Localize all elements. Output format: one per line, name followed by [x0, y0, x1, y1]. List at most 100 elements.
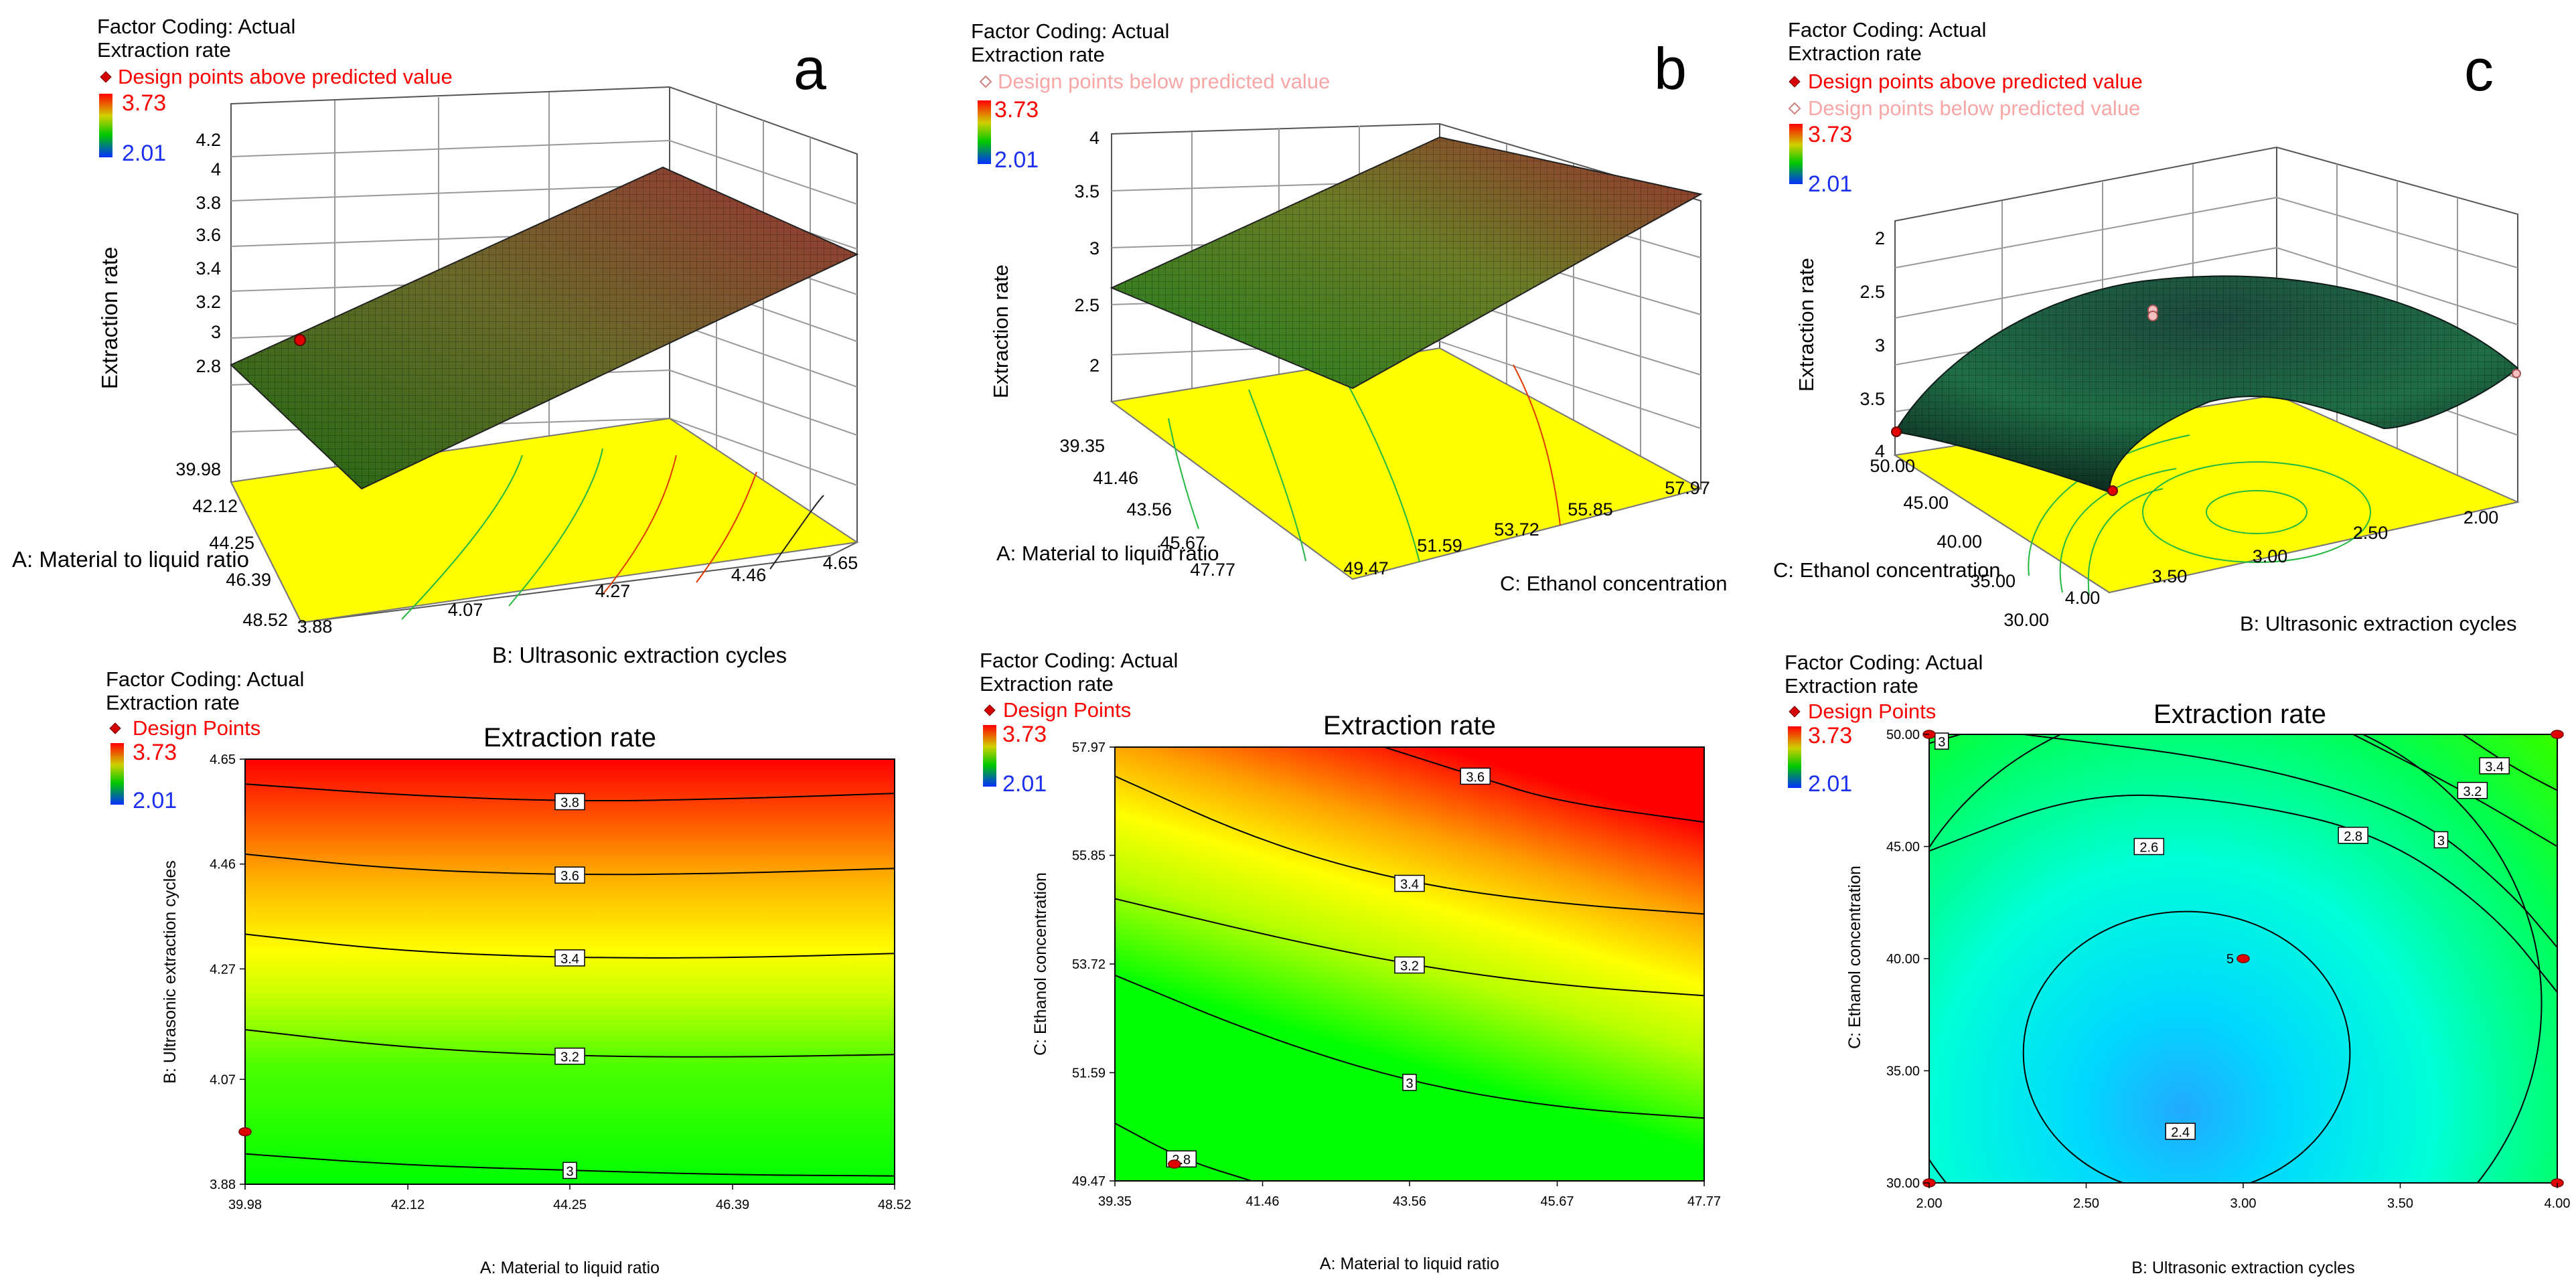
panel-e-scale-min: 2.01	[1002, 771, 1047, 797]
svg-text:4: 4	[1875, 441, 1885, 461]
svg-text:4.07: 4.07	[448, 600, 483, 620]
x-tick-label: 47.77	[1687, 1194, 1721, 1209]
panel-e-xlabel: A: Material to liquid ratio	[1320, 1255, 1499, 1273]
svg-text:41.46: 41.46	[1093, 468, 1138, 488]
contour-label: 2.6	[2139, 841, 2158, 856]
y-tick-label: 3.88	[210, 1178, 236, 1192]
contour-label: 2.8	[2344, 829, 2362, 844]
contour-label-box	[2479, 757, 2510, 775]
contour-label: 3.2	[1400, 959, 1419, 974]
contour-line	[2023, 734, 2557, 948]
legend-diamond-red-icon	[109, 722, 121, 734]
panel-d-color-scale	[110, 743, 124, 805]
legend-diamond-red-icon	[984, 704, 996, 716]
panel-b-z-ticks: 2 2.5 3 3.5 4	[1074, 128, 1100, 376]
legend-diamond-pink-icon	[1788, 102, 1801, 115]
panel-f-ticks: 2.00 2.50 3.00 3.50 4.00 30.00 35.00 40.00 45.00…	[1886, 728, 2571, 1211]
panel-e-marks	[1115, 747, 1704, 1181]
panel-f-title: Extraction rate	[2153, 700, 2326, 729]
panel-c-design-point	[2107, 485, 2118, 496]
panel-c-axis2-label: B: Ultrasonic extraction cycles	[2240, 612, 2516, 635]
panel-f-xlabel: B: Ultrasonic extraction cycles	[2131, 1259, 2354, 1277]
panel-b: Factor Coding: Actual Extraction rate De…	[971, 19, 1728, 595]
panel-a-color-scale	[99, 94, 112, 157]
svg-text:2.50: 2.50	[2353, 523, 2389, 543]
panel-c-header-1: Factor Coding: Actual	[1788, 18, 1986, 42]
contour-line	[1384, 747, 1704, 823]
x-tick-label: 2.00	[1916, 1196, 1943, 1211]
contour-line	[1115, 974, 1704, 1119]
contour-label: 3.4	[560, 952, 579, 967]
contour-line	[1115, 1122, 1252, 1181]
panel-c-scale-min: 2.01	[1808, 171, 1852, 197]
panel-a-axis1-ticks: 39.98 42.12 44.25 46.39 48.52	[175, 459, 288, 630]
panel-a-design-point	[294, 334, 306, 346]
contour-label-box	[1394, 874, 1425, 892]
design-point	[2237, 954, 2250, 963]
contour-label-box	[1402, 1074, 1417, 1091]
x-tick-label: 4.00	[2545, 1196, 2571, 1211]
contour-label: 3.6	[1466, 770, 1485, 785]
x-tick-label: 41.46	[1245, 1194, 1279, 1209]
panel-c-axis2-ticks: 4.00 3.50 3.00 2.50 2.00	[2065, 507, 2499, 608]
y-tick-label: 30.00	[1886, 1176, 1920, 1191]
panel-d-legend-text: Design Points	[133, 716, 260, 740]
y-tick-label: 4.65	[210, 752, 236, 767]
contour-line	[1115, 775, 1704, 915]
panel-d-ylabel: B: Ultrasonic extraction cycles	[161, 860, 179, 1083]
panel-f-header-1: Factor Coding: Actual	[1785, 651, 1983, 674]
y-tick-label: 40.00	[1886, 952, 1920, 967]
svg-text:43.56: 43.56	[1126, 499, 1172, 519]
contour-label: 3	[2437, 833, 2445, 848]
x-tick-label: 3.50	[2387, 1196, 2413, 1211]
svg-text:2: 2	[1089, 355, 1100, 376]
panel-a-axis2-ticks: 3.88 4.07 4.27 4.46 4.65	[297, 553, 858, 637]
panel-b-z-label: Extraction rate	[989, 264, 1012, 398]
panel-c-legend-text-2: Design points below predicted value	[1808, 96, 2140, 120]
panel-b-color-scale	[978, 100, 991, 164]
panel-e-color-scale	[983, 725, 996, 787]
contour-label: 3.4	[2485, 760, 2504, 775]
y-tick-label: 4.07	[210, 1072, 236, 1087]
svg-text:2.5: 2.5	[1074, 295, 1100, 315]
panel-a-z-label: Extraction rate	[97, 247, 122, 390]
panel-b-letter: b	[1654, 35, 1687, 102]
panel-b-legend-text: Design points below predicted value	[998, 70, 1330, 93]
svg-text:45.67: 45.67	[1160, 533, 1205, 553]
panel-e-ticks: 39.35 41.46 43.56 45.67 47.77 49.47 51.59 53.72…	[1072, 740, 1721, 1209]
design-point	[238, 1127, 252, 1137]
svg-text:4.65: 4.65	[823, 553, 858, 573]
y-tick-label: 45.00	[1886, 840, 1920, 855]
panel-c-design-point	[2147, 311, 2158, 321]
panel-d-ticks: 39.98 42.12 44.25 46.39 48.52 3.88 4.07 4.27 4.4…	[210, 752, 911, 1212]
svg-text:2: 2	[1875, 228, 1885, 248]
panel-c-floor-contours	[2028, 434, 2371, 596]
contour-line	[1929, 794, 2557, 993]
contour-label: 3	[1406, 1076, 1413, 1091]
contour-line	[245, 853, 895, 876]
panel-f-scale-min: 2.01	[1808, 771, 1852, 797]
x-tick-label: 44.25	[553, 1198, 587, 1212]
y-tick-label: 50.00	[1886, 728, 1920, 742]
svg-text:55.85: 55.85	[1568, 499, 1613, 519]
panel-c: Factor Coding: Actual Extraction rate De…	[1773, 18, 2521, 635]
panel-d-scale-min: 2.01	[133, 788, 177, 813]
panel-b-header-1: Factor Coding: Actual	[971, 19, 1169, 43]
contour-line	[245, 1029, 895, 1058]
design-point-count: 5	[2226, 952, 2234, 967]
svg-text:39.98: 39.98	[175, 459, 221, 479]
svg-text:3.4: 3.4	[196, 258, 221, 278]
contour-line	[1115, 898, 1704, 997]
contour-label-box	[2133, 837, 2165, 856]
y-tick-label: 35.00	[1886, 1064, 1920, 1079]
contour-label: 3.2	[2463, 785, 2482, 799]
contour-label: 3.8	[560, 796, 579, 811]
panel-b-header-2: Extraction rate	[971, 43, 1105, 66]
svg-text:2.00: 2.00	[2464, 507, 2499, 528]
panel-a-scale-min: 2.01	[122, 141, 166, 166]
svg-text:3.5: 3.5	[1074, 181, 1100, 202]
panel-f-color-scale	[1788, 726, 1801, 788]
contour-label-box	[554, 949, 585, 967]
svg-text:47.77: 47.77	[1190, 560, 1235, 580]
svg-text:3: 3	[1089, 238, 1100, 258]
